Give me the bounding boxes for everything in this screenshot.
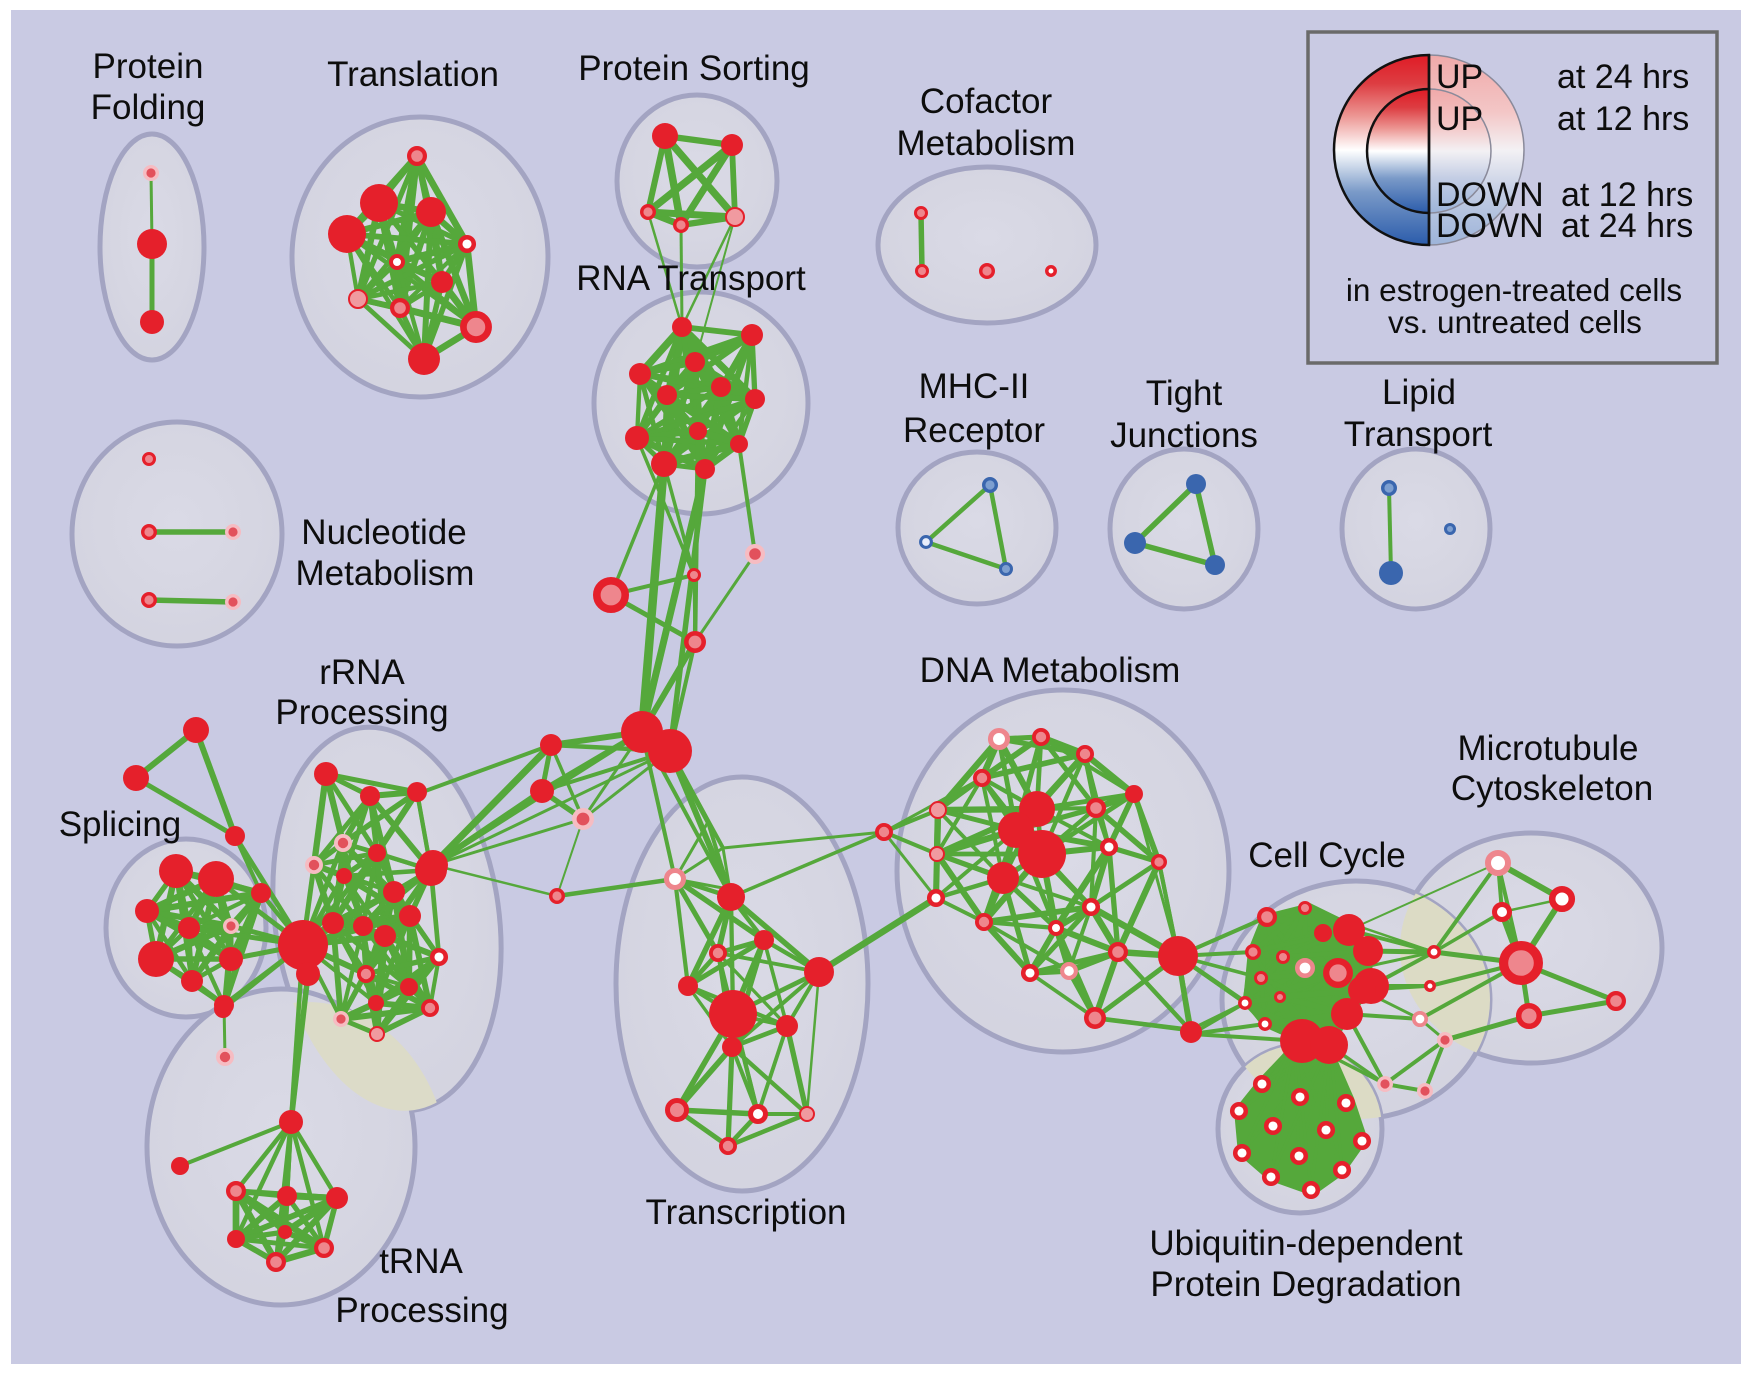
svg-text:UP: UP	[1436, 58, 1483, 96]
svg-text:Cytoskeleton: Cytoskeleton	[1451, 769, 1653, 808]
svg-text:Transcription: Transcription	[646, 1193, 847, 1232]
svg-text:Tight: Tight	[1146, 374, 1223, 413]
svg-text:Microtubule: Microtubule	[1458, 729, 1639, 768]
svg-text:Folding: Folding	[91, 88, 206, 127]
svg-text:UP: UP	[1436, 100, 1483, 138]
svg-text:at 12 hrs: at 12 hrs	[1561, 176, 1693, 214]
svg-text:MHC-II: MHC-II	[919, 367, 1030, 406]
svg-text:DNA Metabolism: DNA Metabolism	[920, 651, 1181, 690]
svg-text:DOWN: DOWN	[1436, 207, 1544, 245]
svg-text:Cell Cycle: Cell Cycle	[1248, 836, 1406, 875]
svg-text:Protein Degradation: Protein Degradation	[1150, 1265, 1461, 1304]
svg-text:rRNA: rRNA	[319, 653, 405, 692]
svg-text:Protein Sorting: Protein Sorting	[578, 49, 810, 88]
svg-text:tRNA: tRNA	[379, 1242, 463, 1281]
svg-text:Processing: Processing	[275, 693, 448, 732]
svg-text:Junctions: Junctions	[1110, 416, 1258, 455]
svg-text:at 24 hrs: at 24 hrs	[1561, 207, 1693, 245]
svg-text:at 24 hrs: at 24 hrs	[1557, 58, 1689, 96]
svg-text:Nucleotide: Nucleotide	[301, 513, 466, 552]
svg-text:Splicing: Splicing	[59, 805, 182, 844]
svg-text:Translation: Translation	[327, 55, 499, 94]
svg-text:Transport: Transport	[1344, 415, 1493, 454]
svg-text:Processing: Processing	[335, 1291, 508, 1330]
svg-text:in estrogen-treated cells: in estrogen-treated cells	[1346, 272, 1682, 308]
svg-text:Protein: Protein	[93, 47, 204, 86]
svg-text:Ubiquitin-dependent: Ubiquitin-dependent	[1149, 1224, 1463, 1263]
svg-text:Receptor: Receptor	[903, 411, 1045, 450]
svg-text:Metabolism: Metabolism	[296, 554, 475, 593]
svg-text:vs. untreated cells: vs. untreated cells	[1388, 304, 1642, 340]
svg-text:DOWN: DOWN	[1436, 176, 1544, 214]
svg-text:Lipid: Lipid	[1382, 373, 1456, 412]
svg-text:Metabolism: Metabolism	[897, 124, 1076, 163]
svg-text:at 12 hrs: at 12 hrs	[1557, 100, 1689, 138]
svg-text:RNA Transport: RNA Transport	[576, 259, 806, 298]
svg-text:Cofactor: Cofactor	[920, 82, 1053, 121]
